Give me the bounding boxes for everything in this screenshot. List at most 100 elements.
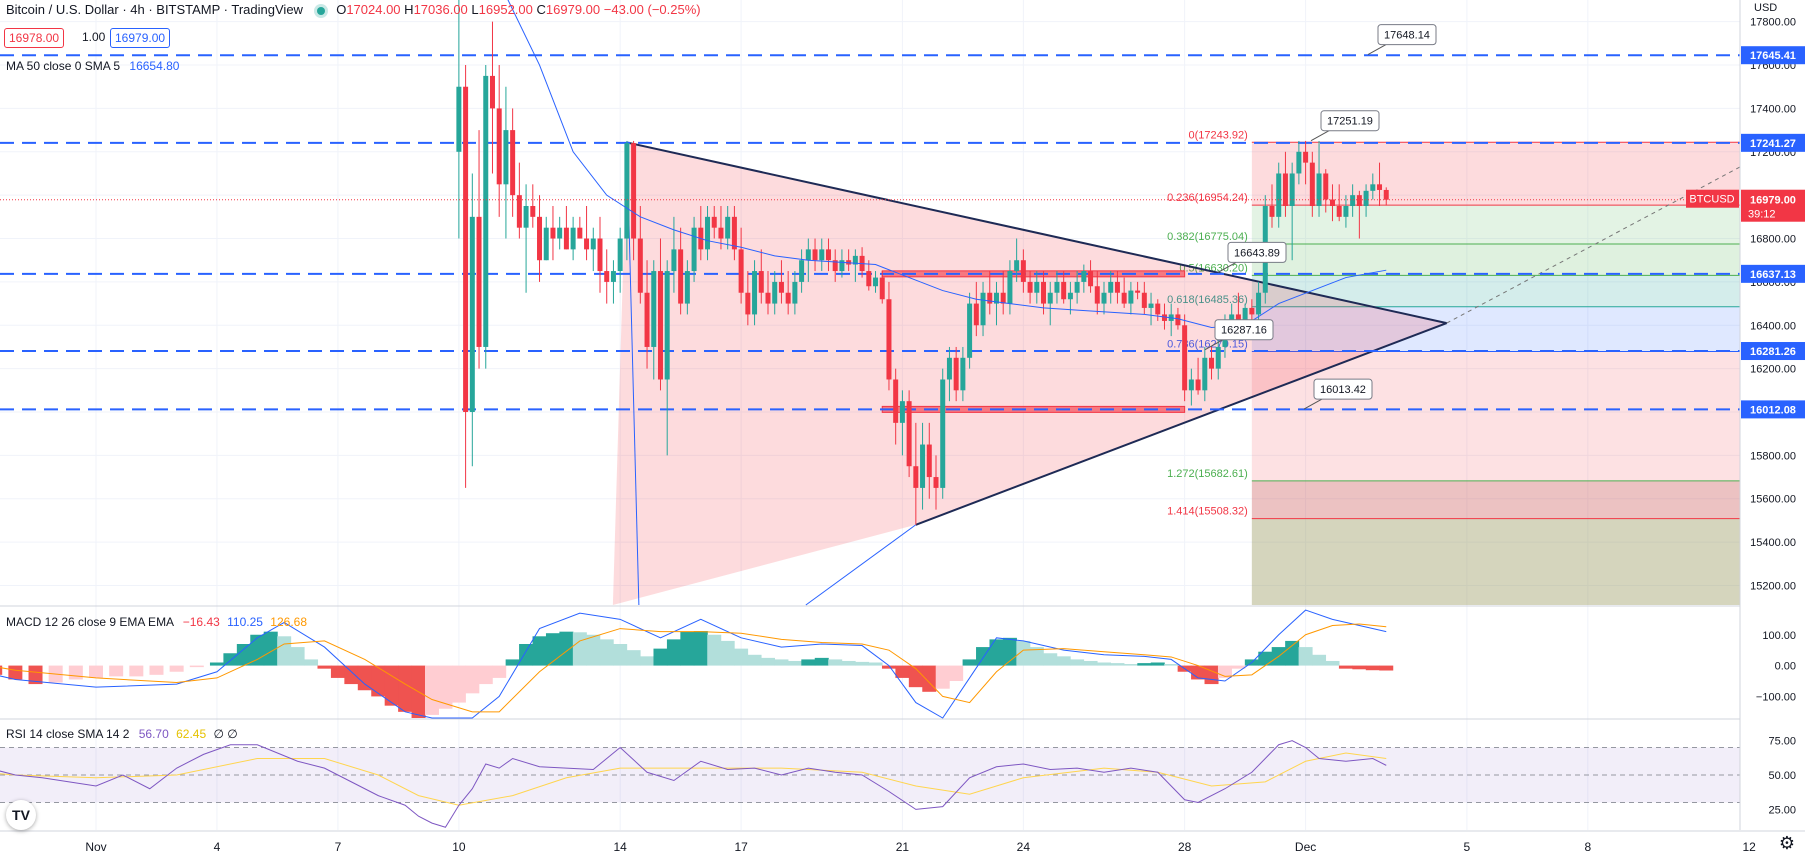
- callout-pointer: [1303, 398, 1323, 410]
- macd-histogram-bar: [935, 665, 950, 689]
- macd-histogram-bar: [693, 631, 708, 666]
- macd-histogram-bar: [559, 631, 574, 666]
- macd-histogram-bar: [1298, 647, 1313, 666]
- candle: [617, 238, 623, 272]
- macd-tick-label: −100.00: [1756, 691, 1796, 703]
- macd-histogram-bar: [895, 665, 910, 678]
- macd-histogram-bar: [586, 634, 601, 666]
- close-value: 16979.00: [545, 2, 601, 17]
- rsi-legend[interactable]: RSI 14 close SMA 14 2 56.70 62.45 ∅ ∅: [6, 726, 238, 742]
- rsi-tick-label: 75.00: [1768, 736, 1796, 748]
- candle: [1188, 379, 1194, 391]
- last-price-label: 16979.00: [1750, 195, 1796, 207]
- macd-histogram-bar: [841, 660, 856, 666]
- macd-histogram-bar: [263, 631, 278, 666]
- candle: [953, 357, 959, 391]
- callout-label: 17251.19: [1327, 116, 1373, 128]
- macd-histogram-bar: [545, 633, 560, 666]
- callout-pointer: [1217, 261, 1237, 273]
- candle: [819, 249, 825, 261]
- candle: [1114, 281, 1120, 293]
- candle: [799, 260, 805, 282]
- ma-legend[interactable]: MA 50 close 0 SMA 5 16654.80: [6, 58, 179, 74]
- macd-histogram-bar: [398, 665, 413, 712]
- buy-price-button[interactable]: 16979.00: [110, 28, 171, 48]
- candle: [752, 271, 758, 315]
- price-callouts[interactable]: 17648.14 17251.19 16643.89 16287.16 16013.42: [1204, 24, 1437, 410]
- candle: [913, 466, 919, 488]
- horizontal-levels[interactable]: [0, 54, 1740, 411]
- price-tick-label: 15400.00: [1750, 537, 1796, 549]
- level-price-tag: [1741, 264, 1805, 283]
- candle: [1242, 307, 1248, 321]
- macd-histogram-bar: [532, 636, 547, 666]
- bar-countdown: 39:12: [1748, 209, 1776, 221]
- chart-header: Bitcoin / U.S. Dollar · 4h · BITSTAMP · …: [6, 2, 701, 18]
- macd-histogram-bar: [1338, 665, 1353, 669]
- candle: [711, 216, 717, 228]
- macd-histogram-bar: [828, 659, 843, 666]
- macd-legend[interactable]: MACD 12 26 close 9 EMA EMA −16.43 110.25…: [6, 614, 307, 630]
- candle: [1000, 292, 1006, 304]
- candle: [866, 271, 872, 287]
- candle: [543, 227, 549, 261]
- triangle-lower-line: [915, 322, 1448, 526]
- macd-histogram-bar: [908, 665, 923, 688]
- time-tick-label: 5: [1464, 840, 1471, 854]
- candle: [1343, 206, 1349, 217]
- price-tick-label: 15200.00: [1750, 580, 1796, 592]
- level-price-label: 16637.13: [1750, 269, 1796, 281]
- candle: [610, 271, 616, 282]
- candle: [1141, 292, 1147, 308]
- candle: [1303, 151, 1309, 163]
- candle: [1067, 292, 1073, 300]
- macd-histogram-bar: [1150, 662, 1165, 666]
- macd-hist-value: −16.43: [182, 615, 220, 629]
- callout-box: [1227, 241, 1287, 263]
- macd-histogram-bar: [922, 665, 937, 692]
- candle: [812, 249, 818, 261]
- symbol-title[interactable]: Bitcoin / U.S. Dollar · 4h · BITSTAMP · …: [6, 2, 303, 17]
- macd-tick-label: 0.00: [1775, 661, 1796, 673]
- macd-histogram-bar: [465, 665, 480, 694]
- candle: [1209, 357, 1215, 369]
- candle: [1081, 271, 1087, 282]
- candle: [1329, 199, 1335, 207]
- macd-histogram-bar: [613, 644, 628, 666]
- candle: [1215, 346, 1221, 369]
- candle: [664, 271, 670, 380]
- candle: [483, 75, 489, 347]
- candle: [590, 238, 596, 250]
- candle: [456, 86, 462, 152]
- price-tick-label: 17800.00: [1750, 17, 1796, 29]
- fibonacci-retracement[interactable]: 0(17243.92) 0.236(16954.24) 0.382(16775.04…: [1167, 129, 1740, 605]
- candle: [879, 277, 885, 300]
- macd-histogram-bar: [505, 659, 520, 666]
- candle: [973, 303, 979, 326]
- sell-price-button[interactable]: 16978.00: [4, 28, 65, 48]
- candle: [597, 238, 603, 272]
- candle: [899, 401, 905, 423]
- level-price-tag: [1741, 342, 1805, 361]
- candle: [1323, 173, 1329, 200]
- macd-histogram-bar: [129, 665, 144, 677]
- macd-histogram-bar: [1258, 651, 1273, 666]
- candle: [550, 227, 556, 239]
- candle: [1061, 281, 1067, 300]
- macd-histogram-bar: [28, 665, 43, 685]
- tradingview-logo-icon[interactable]: TV: [6, 800, 36, 830]
- candle: [1235, 314, 1241, 321]
- level-price-tag: [1741, 400, 1805, 419]
- time-tick-label: 7: [335, 840, 342, 854]
- candle: [469, 216, 475, 413]
- settings-gear-icon[interactable]: ⚙: [1778, 833, 1795, 853]
- currency-label[interactable]: USD: [1754, 2, 1778, 14]
- candle: [839, 260, 845, 272]
- candle: [785, 292, 791, 304]
- macd-histogram-bar: [1056, 656, 1071, 666]
- macd-histogram-bar: [666, 639, 681, 666]
- macd-histogram-bar: [626, 650, 641, 666]
